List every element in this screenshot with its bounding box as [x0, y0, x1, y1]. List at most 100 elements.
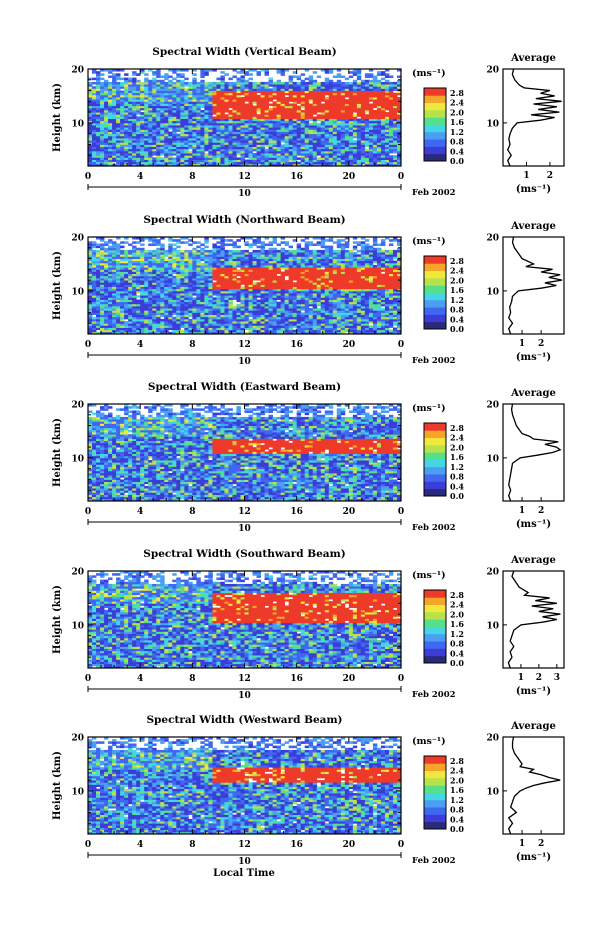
heatmap-cell — [377, 80, 381, 83]
panel-1: Spectral Width (Vertical Beam)1020Height… — [52, 46, 564, 199]
colorbar: 0.00.40.81.21.62.02.42.8 — [424, 88, 464, 166]
colorbar-tick-label: 2.4 — [450, 98, 464, 108]
heatmap-cell — [160, 75, 164, 78]
colorbar-segment — [424, 95, 446, 103]
average-x-tick-label: 1 — [523, 171, 529, 181]
x-tick-label: 12 — [238, 172, 251, 182]
heatmap-cell — [192, 73, 196, 76]
heatmap-cell — [365, 149, 369, 152]
heatmap-cell — [200, 110, 204, 113]
heatmap-cell — [337, 80, 341, 83]
heatmap-cell — [385, 80, 389, 83]
heatmap-cell — [136, 295, 140, 298]
heatmap-cell — [385, 112, 389, 115]
heatmap-cell — [281, 144, 285, 147]
colorbar-tick-label: 1.2 — [450, 127, 464, 137]
heatmap-cell — [285, 97, 289, 100]
heatmap-cell — [309, 308, 313, 311]
average-y-tick-label: 10 — [486, 119, 499, 129]
heatmap-cell — [120, 82, 124, 85]
heatmap-cell — [317, 308, 321, 311]
x-tick-label: 8 — [189, 172, 195, 182]
heatmap-cell — [257, 71, 261, 74]
heatmap-cell — [236, 157, 240, 160]
heatmap-cell — [245, 160, 249, 163]
heatmap-cell — [240, 97, 244, 100]
heatmap-cell — [88, 82, 92, 85]
x-tick-label: 0 — [398, 172, 404, 182]
heatmap-cell — [144, 73, 148, 76]
heatmap-cell — [172, 317, 176, 320]
heatmap-cell — [180, 330, 184, 333]
colorbar-segment — [424, 117, 446, 125]
heatmap-cell — [257, 95, 261, 98]
heatmap-cell — [104, 80, 108, 83]
heatmap-cell — [168, 75, 172, 78]
heatmap-cell — [345, 82, 349, 85]
heatmap-cell — [172, 82, 176, 85]
x-tick-label: 0 — [85, 172, 91, 182]
heatmap-cell — [168, 80, 172, 83]
heatmap-cell — [317, 75, 321, 78]
heatmap-cell — [132, 78, 136, 81]
heatmap-cell — [289, 103, 293, 106]
heatmap-cell — [389, 82, 393, 85]
heatmap-cell — [224, 73, 228, 76]
y-axis-label: Height (km) — [52, 83, 63, 152]
heatmap-cell — [373, 110, 377, 113]
heatmap-cell — [369, 80, 373, 83]
heatmap-cell — [385, 73, 389, 76]
heatmap-cell — [172, 157, 176, 160]
heatmap-cell — [253, 106, 257, 109]
heatmap-cell — [100, 82, 104, 85]
average-title: Average — [510, 53, 556, 64]
x-tick-label: 4 — [137, 172, 143, 182]
y-tick-label: 20 — [71, 66, 84, 76]
heatmap-cell — [180, 73, 184, 76]
x-tick-label: 16 — [290, 172, 303, 182]
heatmap-cell — [353, 114, 357, 117]
average-y-tick-label: 20 — [486, 66, 499, 76]
heatmap-cell — [245, 103, 249, 106]
heatmap-cell — [341, 82, 345, 85]
heatmap-cell — [188, 151, 192, 154]
heatmap-cell — [281, 82, 285, 85]
heatmap-field — [88, 69, 401, 166]
heatmap-cell — [297, 157, 301, 160]
heatmap-cell — [321, 82, 325, 85]
heatmap-cell — [204, 82, 208, 85]
heatmap-cell — [124, 78, 128, 81]
colorbar-tick-label: 2.0 — [450, 107, 464, 117]
heatmap-cell — [120, 78, 124, 81]
colorbar-unit: (ms⁻¹) — [412, 68, 446, 79]
heatmap-cell — [160, 80, 164, 83]
heatmap-cell — [216, 78, 220, 81]
heatmap-cell — [345, 78, 349, 81]
heatmap-cell — [297, 82, 301, 85]
heatmap-cell — [373, 75, 377, 78]
heatmap-cell — [236, 78, 240, 81]
heatmap-cell — [168, 132, 172, 135]
heatmap-cell — [257, 82, 261, 85]
heatmap-cell — [369, 103, 373, 106]
heatmap-cell — [329, 80, 333, 83]
heatmap-cell — [353, 80, 357, 83]
heatmap-cell — [184, 78, 188, 81]
heatmap-cell — [257, 300, 261, 303]
heatmap-cell — [160, 157, 164, 160]
heatmap-cell — [220, 71, 224, 74]
heatmap-cell — [293, 75, 297, 78]
heatmap-cell — [393, 93, 397, 96]
y-tick-label: 10 — [71, 119, 84, 129]
heatmap-cell — [236, 304, 240, 307]
heatmap-cell — [164, 73, 168, 76]
heatmap-cell — [289, 75, 293, 78]
day-label: 10 — [238, 189, 251, 199]
heatmap-cell — [152, 71, 156, 74]
heatmap-cell — [136, 300, 140, 303]
heatmap-cell — [365, 73, 369, 76]
heatmap-cell — [164, 82, 168, 85]
heatmap-cell — [345, 99, 349, 102]
colorbar-segment — [424, 146, 446, 154]
